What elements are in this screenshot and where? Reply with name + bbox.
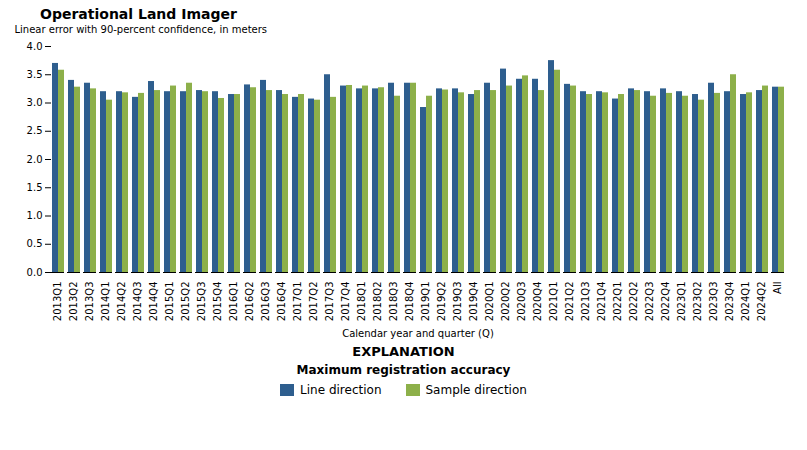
html-text:Maximum registration accuracy: Maximum registration accuracy: [296, 363, 511, 377]
svg-text:2019Q3: 2019Q3: [452, 282, 463, 322]
svg-text:2024Q1: 2024Q1: [740, 282, 751, 322]
svg-text:2017Q2: 2017Q2: [308, 282, 319, 322]
svg-text:3.0: 3.0: [27, 97, 43, 108]
svg-text:2021Q3: 2021Q3: [580, 282, 591, 322]
svg-text:0.0: 0.0: [27, 267, 43, 278]
svg-text:2018Q1: 2018Q1: [356, 282, 367, 322]
svg-text:2023Q2: 2023Q2: [692, 282, 703, 322]
svg-text:2016Q4: 2016Q4: [276, 282, 287, 322]
svg-text:2014Q1: 2014Q1: [100, 282, 111, 322]
svg-text:2020Q2: 2020Q2: [500, 282, 511, 322]
svg-text:2016Q2: 2016Q2: [244, 282, 255, 322]
svg-text:2022Q3: 2022Q3: [644, 282, 655, 322]
svg-text:2016Q1: 2016Q1: [228, 282, 239, 322]
svg-text:2020Q1: 2020Q1: [484, 282, 495, 322]
svg-text:2017Q1: 2017Q1: [292, 282, 303, 322]
svg-text:2013Q2: 2013Q2: [68, 282, 79, 322]
svg-text:2023Q3: 2023Q3: [708, 282, 719, 322]
svg-text:2013Q1: 2013Q1: [52, 282, 63, 322]
svg-text:2017Q4: 2017Q4: [340, 282, 351, 322]
svg-text:2023Q4: 2023Q4: [724, 282, 735, 322]
svg-text:2.5: 2.5: [27, 125, 43, 136]
svg-text:2021Q1: 2021Q1: [548, 282, 559, 322]
svg-text:2021Q2: 2021Q2: [564, 282, 575, 322]
svg-text:2015Q2: 2015Q2: [180, 282, 191, 322]
svg-text:1.0: 1.0: [27, 210, 43, 221]
svg-text:2013Q3: 2013Q3: [84, 282, 95, 322]
html-text:Operational Land Imager: Operational Land Imager: [40, 6, 237, 22]
svg-text:2022Q4: 2022Q4: [660, 282, 671, 322]
svg-text:2018Q4: 2018Q4: [404, 282, 415, 322]
svg-text:2024Q2: 2024Q2: [756, 282, 767, 322]
svg-text:2015Q3: 2015Q3: [196, 282, 207, 322]
svg-text:3.5: 3.5: [27, 69, 43, 80]
svg-text:2014Q3: 2014Q3: [132, 282, 143, 322]
svg-text:2021Q4: 2021Q4: [596, 282, 607, 322]
svg-text:2019Q1: 2019Q1: [420, 282, 431, 322]
svg-text:2015Q4: 2015Q4: [212, 282, 223, 322]
svg-text:2015Q1: 2015Q1: [164, 282, 175, 322]
svg-text:2016Q3: 2016Q3: [260, 282, 271, 322]
svg-text:2014Q2: 2014Q2: [116, 282, 127, 322]
svg-text:2017Q3: 2017Q3: [324, 282, 335, 322]
svg-text:Calendar year and quarter (Q): Calendar year and quarter (Q): [342, 328, 494, 339]
svg-text:4.0: 4.0: [27, 41, 43, 52]
svg-text:2023Q1: 2023Q1: [676, 282, 687, 322]
svg-text:2018Q2: 2018Q2: [372, 282, 383, 322]
svg-text:All: All: [772, 282, 783, 294]
svg-text:2020Q4: 2020Q4: [532, 282, 543, 322]
svg-text:1.5: 1.5: [27, 182, 43, 193]
svg-text:2022Q1: 2022Q1: [612, 282, 623, 322]
svg-text:2019Q2: 2019Q2: [436, 282, 447, 322]
svg-text:2019Q4: 2019Q4: [468, 282, 479, 322]
svg-text:0.5: 0.5: [27, 238, 43, 249]
svg-text:2018Q3: 2018Q3: [388, 282, 399, 322]
svg-text:2014Q4: 2014Q4: [148, 282, 159, 322]
html-text:Line direction: Line direction: [300, 383, 382, 397]
svg-text:2.0: 2.0: [27, 154, 43, 165]
html-text:EXPLANATION: EXPLANATION: [352, 344, 455, 359]
svg-text:2022Q2: 2022Q2: [628, 282, 639, 322]
svg-text:Linear error with 90-percent c: Linear error with 90-percent confidence,…: [15, 24, 268, 35]
svg-text:2020Q3: 2020Q3: [516, 282, 527, 322]
html-text:Sample direction: Sample direction: [425, 383, 527, 397]
